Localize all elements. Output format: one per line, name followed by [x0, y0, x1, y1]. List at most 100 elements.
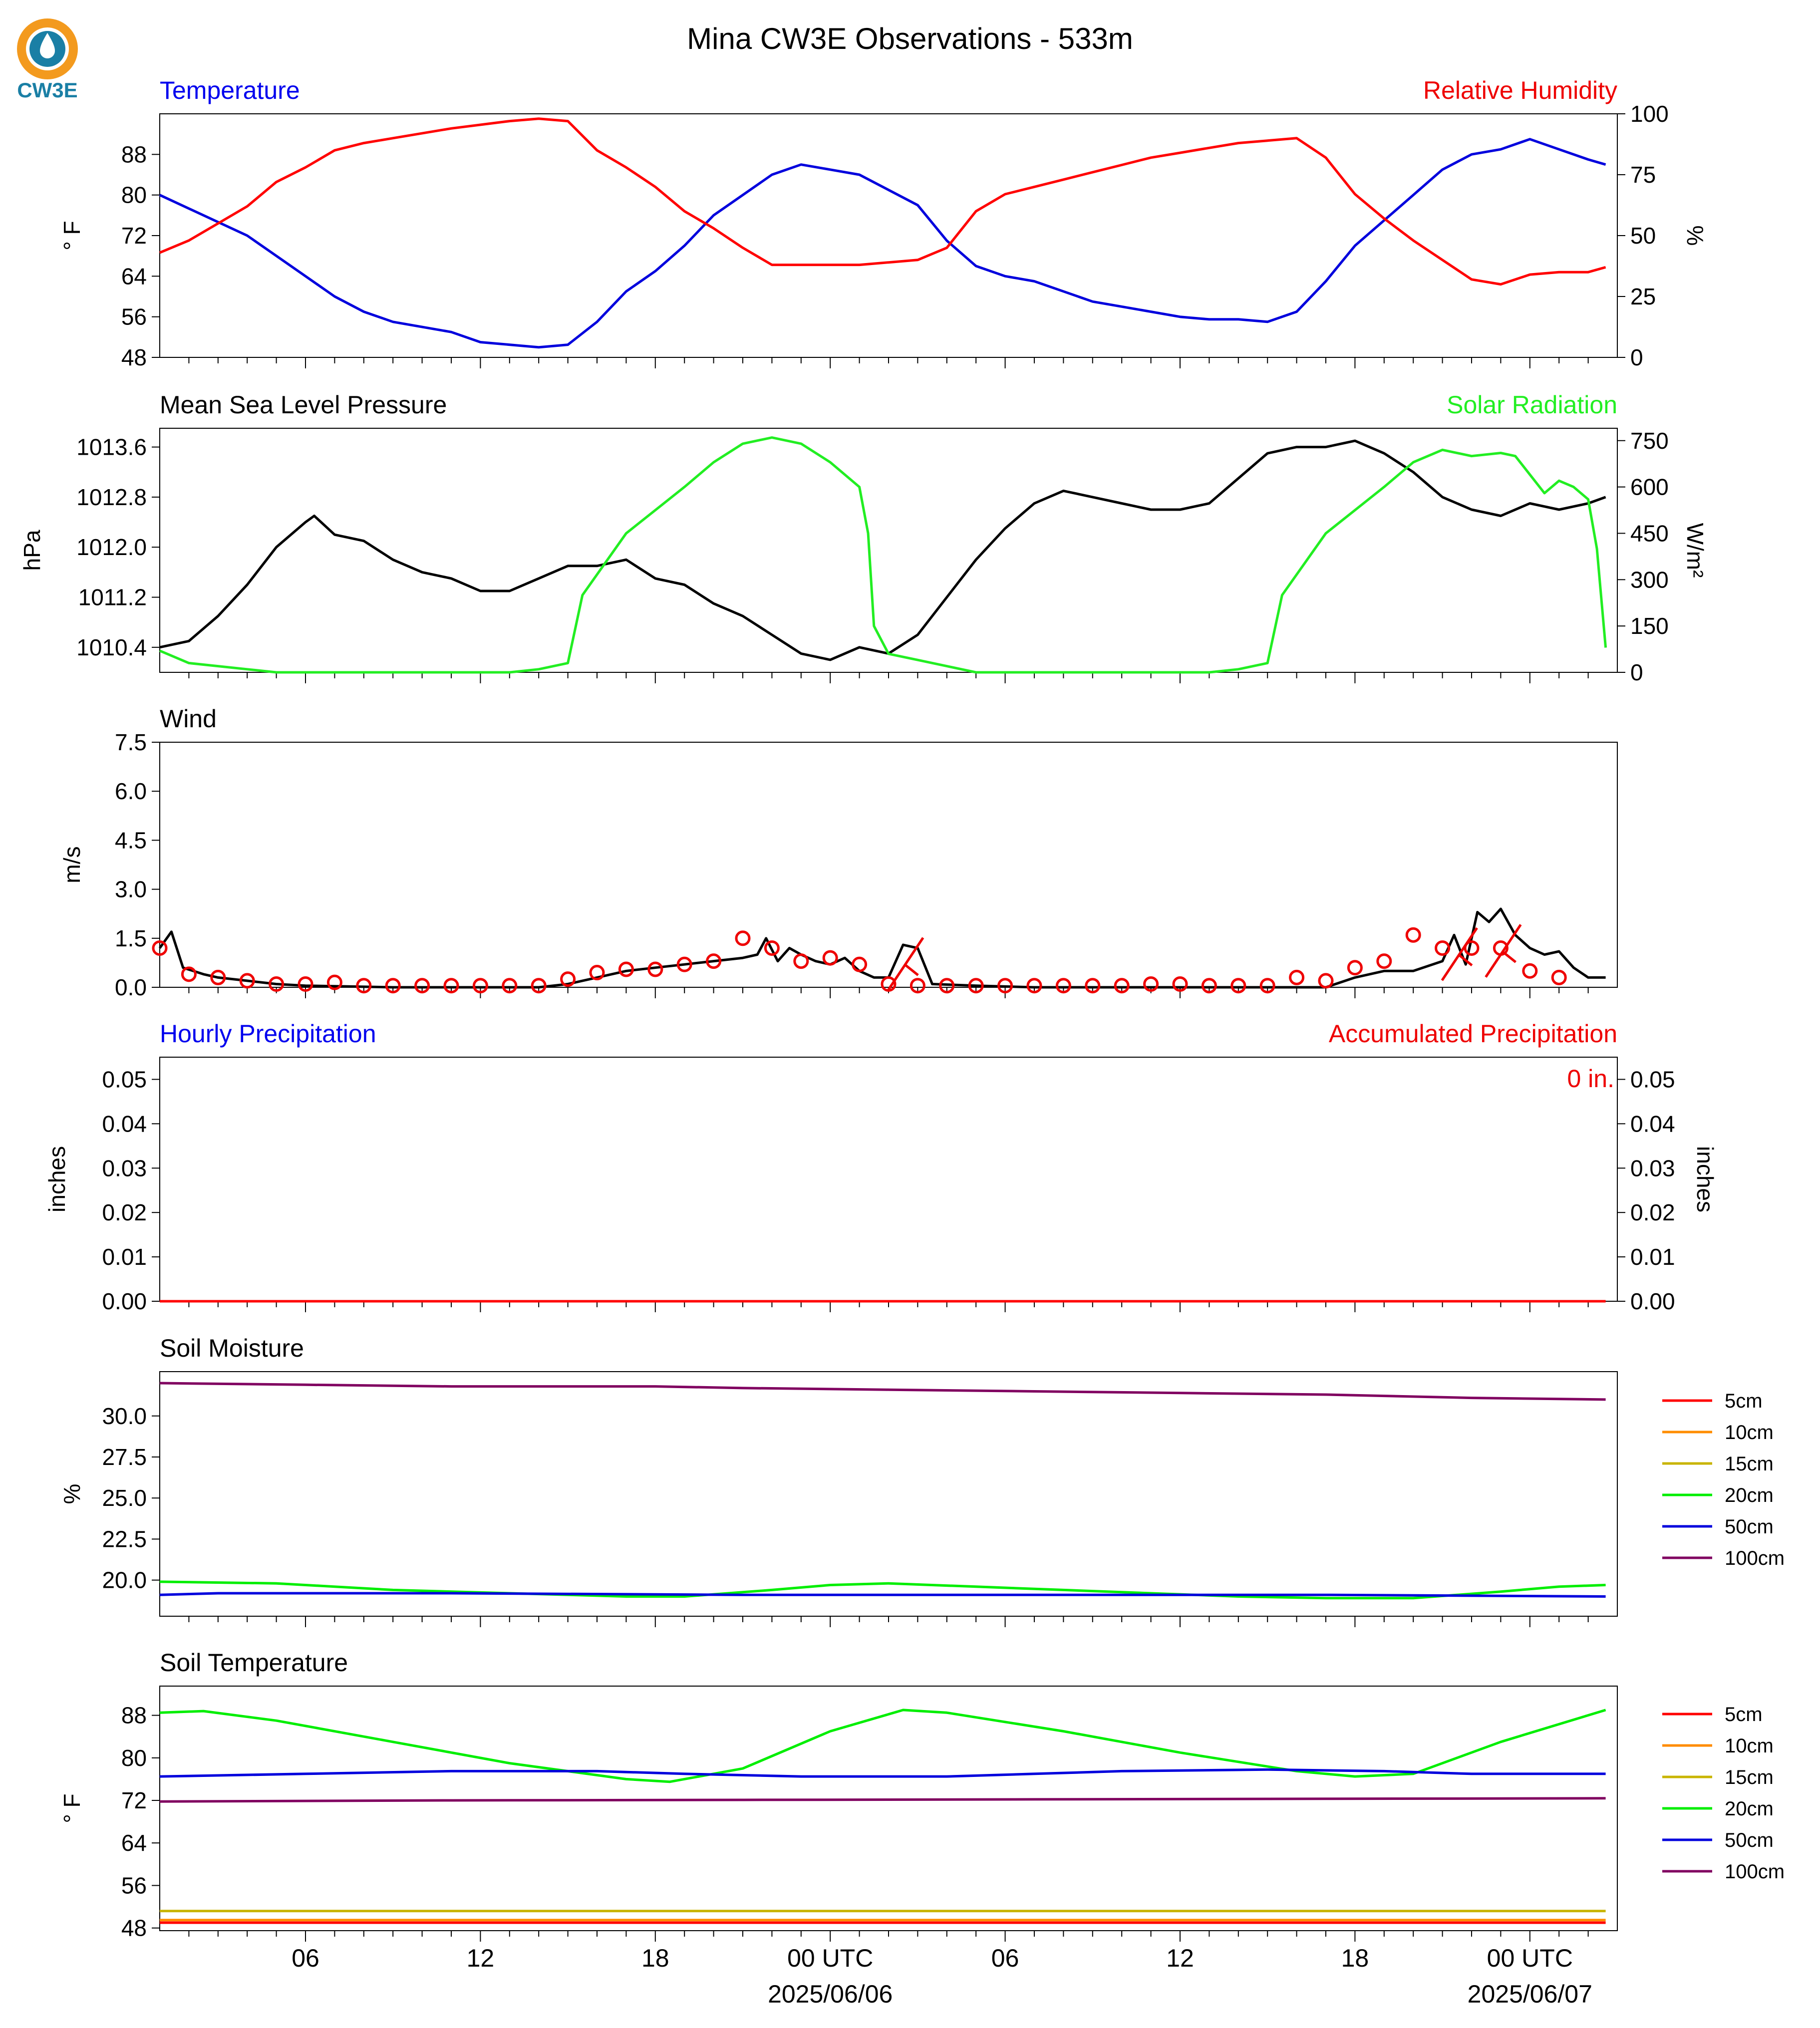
wind-marker — [443, 978, 459, 994]
series-line-20cm — [159, 1709, 1606, 1783]
y-tick-label: 3.0 — [115, 876, 147, 902]
wind-marker — [1230, 978, 1246, 994]
x-date-label: 2025/06/07 — [1468, 1980, 1592, 2008]
soil-moisture-legend: 5cm 10cm 15cm 20cm 50cm 100cm — [1662, 1390, 1785, 1569]
temperature-humidity-panel: Temperature Relative Humidity 48 56 64 72 80 88… — [59, 76, 1708, 370]
wind-marker — [1376, 953, 1392, 969]
wind-marker — [472, 978, 488, 994]
panel-title-right: Solar Radiation — [1447, 391, 1617, 419]
panel-title-left: Mean Sea Level Pressure — [160, 391, 447, 419]
soil-moisture-panel: Soil Moisture 20.0 22.5 25.0 27.5 30.0% — [59, 1334, 1618, 1627]
wind-marker — [706, 953, 722, 969]
x-tick-label: 06 — [991, 1944, 1019, 1972]
y-tick-label: 0.03 — [102, 1155, 147, 1181]
x-tick-label: 00 UTC — [787, 1944, 873, 1972]
legend-label: 15cm — [1725, 1453, 1774, 1475]
wind-marker — [385, 978, 401, 994]
wind-marker — [1405, 927, 1421, 943]
y-tick-label: 25.0 — [102, 1485, 147, 1511]
wind-marker — [1143, 976, 1159, 992]
wind-marker — [997, 978, 1013, 994]
y-tick-label-right: 75 — [1630, 162, 1656, 188]
wind-barb — [1485, 924, 1522, 978]
y-tick-label: 1011.2 — [78, 584, 147, 610]
series-line — [159, 439, 1606, 661]
y-tick-label-right: 600 — [1630, 474, 1669, 500]
wind-marker — [1172, 976, 1188, 992]
y-tick-label-right: 0.00 — [1630, 1288, 1675, 1314]
wind-marker — [822, 950, 838, 966]
wind-marker — [1551, 969, 1567, 985]
wind-marker — [1347, 960, 1363, 976]
wind-marker — [1085, 978, 1101, 994]
wind-marker — [502, 978, 518, 994]
panel-title-right: Accumulated Precipitation — [1329, 1020, 1617, 1048]
y-axis-label: % — [59, 1484, 85, 1504]
wind-marker — [1201, 978, 1217, 994]
wind-marker — [239, 973, 255, 989]
series-line — [159, 117, 1606, 286]
y-tick-label-right: 25 — [1630, 284, 1656, 309]
y-tick-label: 22.5 — [102, 1526, 147, 1552]
wind-marker — [1318, 973, 1334, 989]
legend-label: 20cm — [1725, 1798, 1774, 1820]
wind-marker — [1026, 978, 1042, 994]
wind-marker — [1464, 940, 1480, 956]
panel-title-left: Soil Temperature — [160, 1649, 348, 1677]
y-axis-label-right: inches — [1692, 1146, 1718, 1212]
wind-marker — [676, 956, 692, 972]
x-tick-label: 12 — [467, 1944, 495, 1972]
wind-marker — [298, 976, 313, 992]
x-date-label: 2025/06/06 — [768, 1980, 893, 2008]
wind-marker — [326, 974, 342, 990]
wind-marker — [589, 965, 605, 981]
wind-marker — [152, 940, 168, 956]
x-tick-label: 18 — [1341, 1944, 1369, 1972]
wind-marker — [269, 976, 285, 992]
wind-marker — [1055, 978, 1071, 994]
legend-label: 10cm — [1725, 1422, 1774, 1444]
wind-marker — [793, 953, 809, 969]
wind-marker — [1435, 940, 1451, 956]
series-line-100cm — [159, 1797, 1606, 1803]
y-axis-label: hPa — [19, 530, 45, 571]
wind-marker — [1522, 963, 1538, 979]
series-line — [159, 436, 1607, 674]
wind-marker — [181, 966, 197, 982]
y-tick-label: 1.5 — [115, 925, 147, 951]
y-axis-label: ° F — [59, 1793, 85, 1823]
y-tick-label-right: 0.04 — [1630, 1111, 1675, 1137]
y-axis-label-right: % — [1682, 226, 1708, 246]
legend-label: 5cm — [1725, 1704, 1763, 1726]
y-tick-label-right: 0 — [1630, 659, 1643, 685]
y-axis-label: inches — [44, 1146, 70, 1212]
x-tick-label: 00 UTC — [1487, 1944, 1573, 1972]
series-line — [159, 138, 1606, 349]
legend-label: 10cm — [1725, 1735, 1774, 1757]
x-tick-label: 12 — [1166, 1944, 1194, 1972]
series-line-100cm — [159, 1382, 1606, 1401]
logo-ring — [17, 18, 78, 79]
y-tick-label-right: 750 — [1630, 428, 1669, 454]
y-tick-label: 0.05 — [102, 1066, 147, 1092]
y-tick-label: 30.0 — [102, 1403, 147, 1429]
legend-label: 50cm — [1725, 1829, 1774, 1851]
y-axis-label: m/s — [59, 846, 85, 883]
panel-title-left: Soil Moisture — [160, 1334, 304, 1362]
wind-marker — [531, 978, 547, 994]
y-tick-label: 48 — [121, 344, 147, 370]
y-tick-label: 72 — [121, 1787, 147, 1813]
y-tick-label: 0.00 — [102, 1288, 147, 1314]
soil-temperature-legend: 5cm 10cm 15cm 20cm 50cm 100cm — [1662, 1704, 1785, 1883]
y-tick-label: 64 — [121, 263, 147, 289]
y-tick-label-right: 0.02 — [1630, 1199, 1675, 1225]
wind-marker — [560, 971, 576, 987]
panel-title-left: Wind — [160, 705, 217, 733]
wind-marker — [1259, 978, 1275, 994]
logo-text: CW3E — [17, 78, 77, 102]
y-tick-label-right: 0.05 — [1630, 1066, 1675, 1092]
y-tick-label: 80 — [121, 182, 147, 208]
y-tick-label: 80 — [121, 1745, 147, 1771]
